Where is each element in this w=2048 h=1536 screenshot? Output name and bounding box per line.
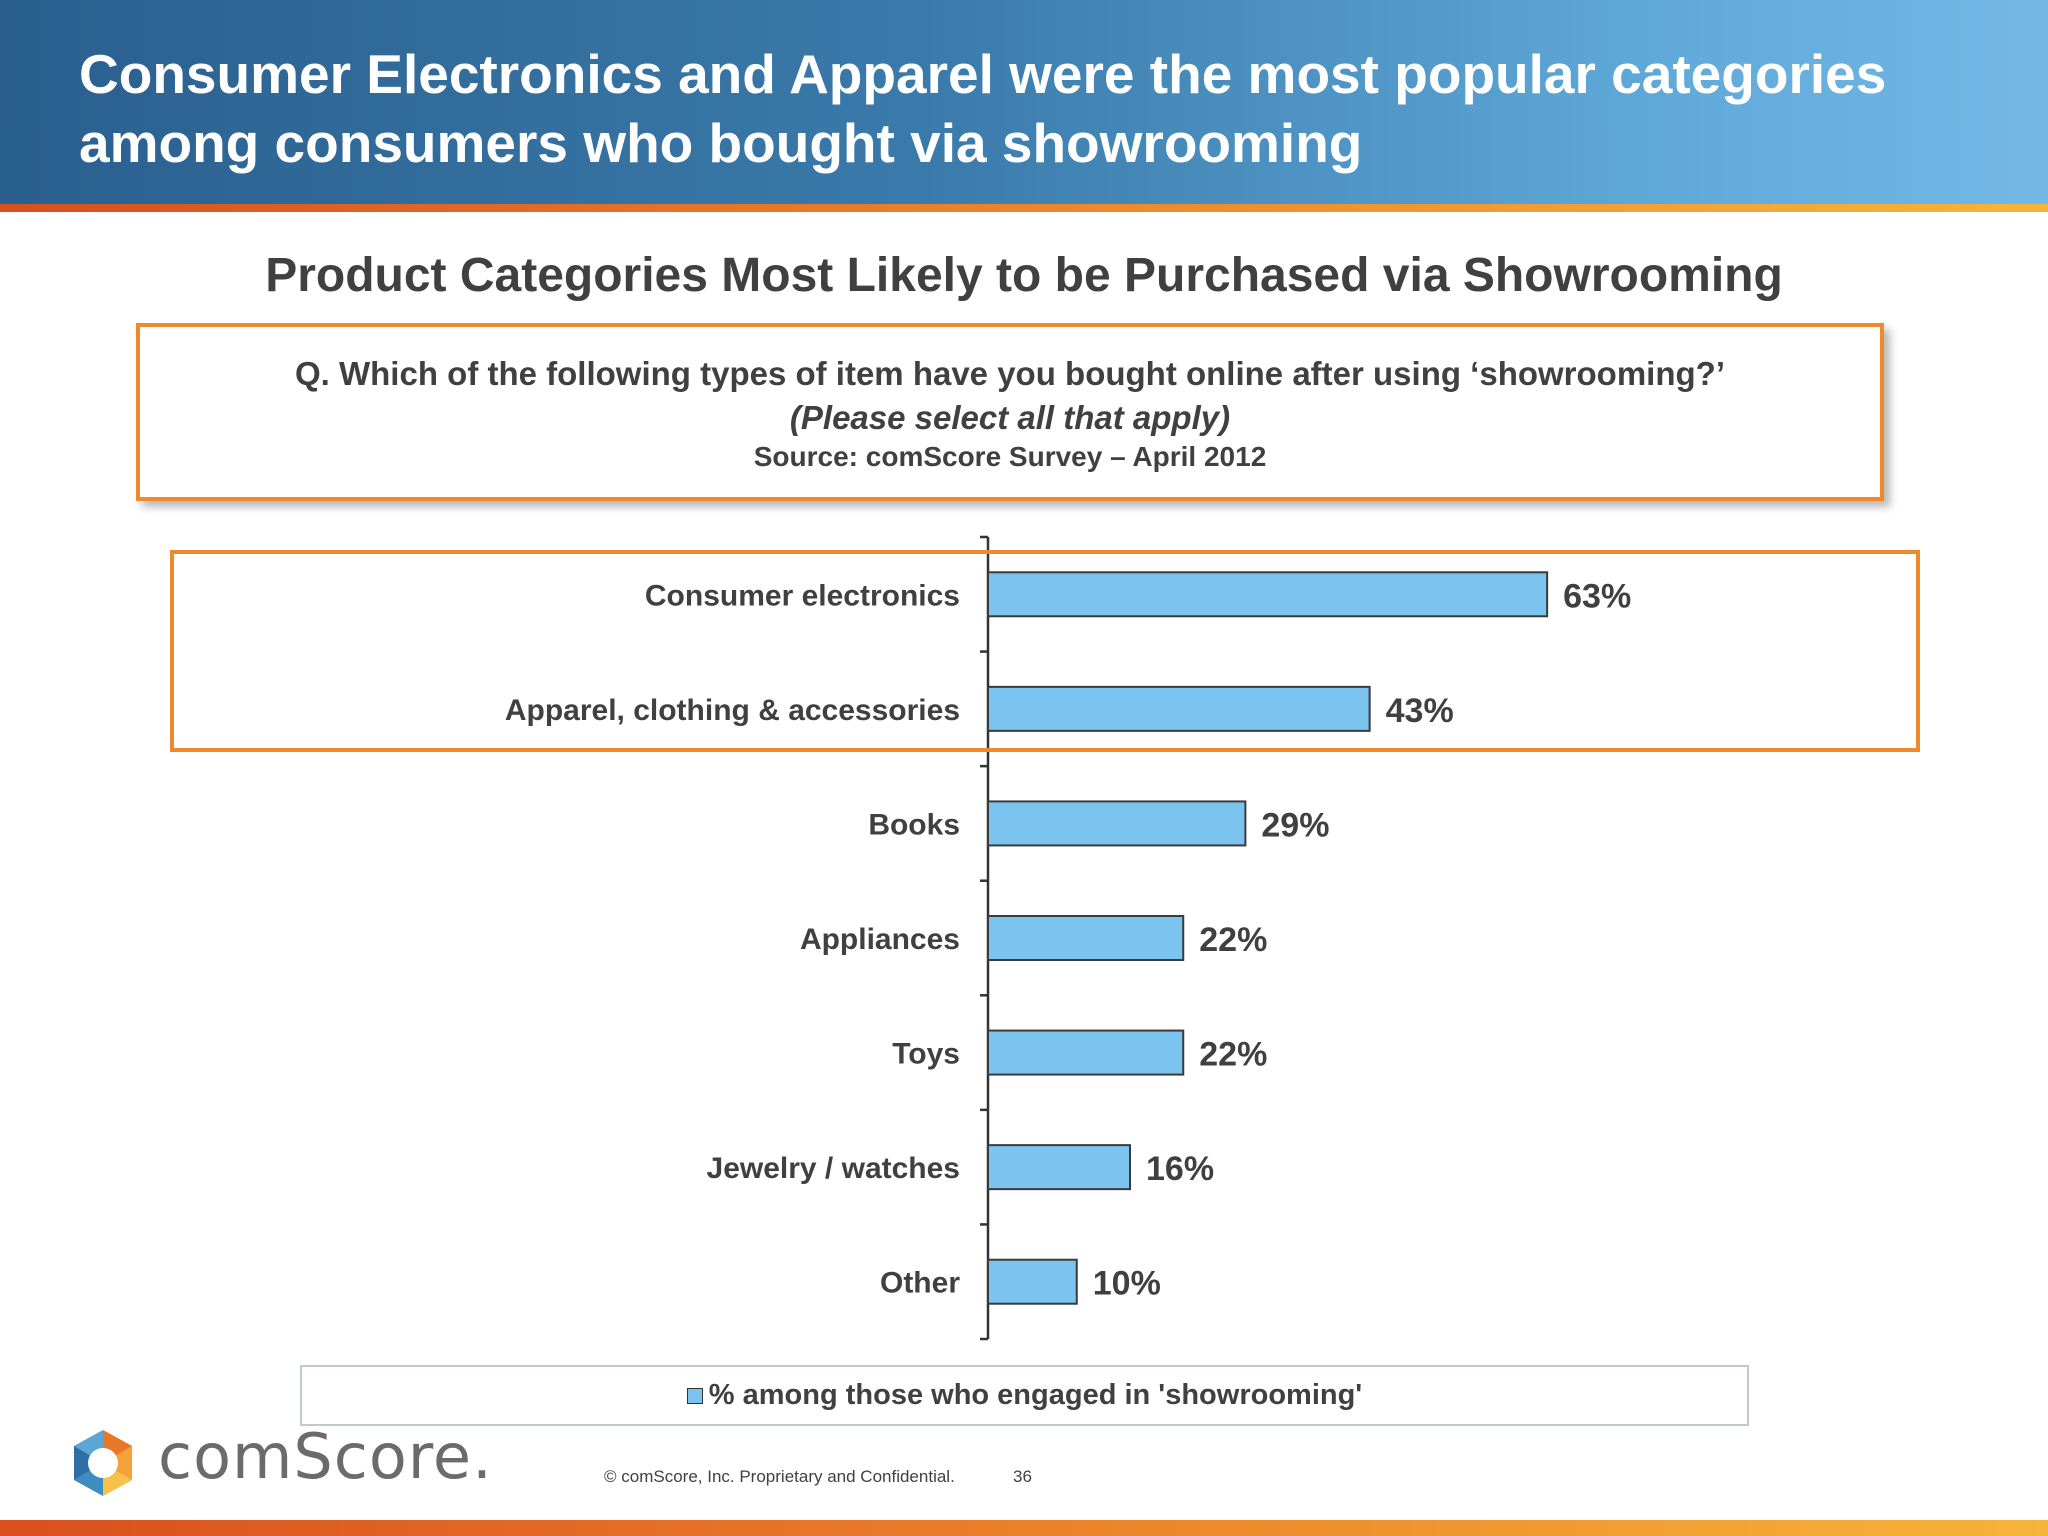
data-label: 22%: [1199, 921, 1267, 959]
data-label: 63%: [1563, 577, 1631, 615]
data-label: 10%: [1093, 1265, 1161, 1303]
page-number: 36: [1013, 1467, 1032, 1486]
chart-title: Product Categories Most Likely to be Pur…: [265, 249, 1783, 302]
header-banner: Consumer Electronics and Apparel were th…: [0, 0, 2048, 204]
comscore-logo-icon: [74, 1430, 132, 1496]
footer-accent-stripe: [0, 1520, 2048, 1536]
bar: [987, 915, 1185, 961]
survey-instruction: (Please select all that apply): [789, 399, 1231, 436]
legend-label: % among those who engaged in 'showroomin…: [708, 1379, 1363, 1411]
bar: [987, 685, 1371, 732]
comscore-wordmark: comScore.: [158, 1420, 493, 1493]
data-label: 43%: [1386, 692, 1454, 730]
header-accent-stripe: [0, 204, 2048, 212]
data-label: 16%: [1146, 1150, 1214, 1188]
category-label: Apparel, clothing & accessories: [505, 694, 960, 727]
category-label: Toys: [892, 1038, 960, 1071]
category-label: Consumer electronics: [645, 579, 960, 612]
question-box: Q. Which of the following types of item …: [136, 323, 1884, 501]
bar: [987, 1144, 1131, 1191]
data-label: 29%: [1261, 806, 1329, 844]
category-label: Other: [880, 1267, 960, 1300]
bar: [987, 571, 1549, 618]
bar: [987, 1029, 1185, 1076]
survey-question: Q. Which of the following types of item …: [295, 355, 1725, 392]
data-label: 22%: [1199, 1036, 1267, 1074]
category-label: Jewelry / watches: [707, 1152, 960, 1185]
slide-title: Consumer Electronics and Apparel were th…: [79, 43, 1887, 174]
category-label: Books: [868, 808, 960, 841]
category-label: Appliances: [800, 923, 960, 956]
legend-swatch: [686, 1387, 703, 1404]
chart-legend: % among those who engaged in 'showroomin…: [300, 1365, 1749, 1426]
bar: [987, 800, 1247, 847]
bar: [987, 1258, 1078, 1305]
survey-source: Source: comScore Survey – April 2012: [753, 441, 1267, 472]
footer-copyright: © comScore, Inc. Proprietary and Confide…: [604, 1467, 955, 1486]
